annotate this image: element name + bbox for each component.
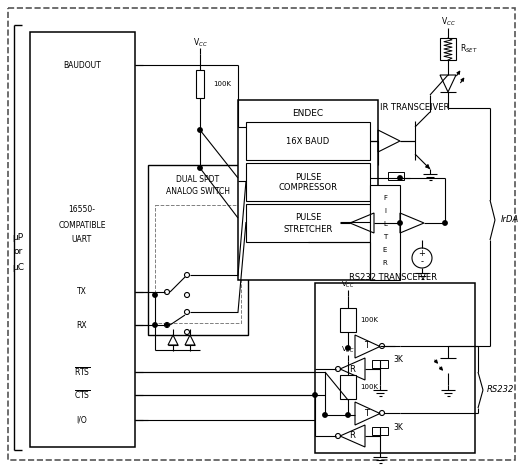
Bar [340, 375, 356, 399]
Bar [148, 165, 248, 335]
Text: T: T [364, 341, 370, 350]
Text: V$_{CC}$: V$_{CC}$ [193, 37, 207, 49]
Text: I: I [384, 208, 386, 214]
Circle shape [398, 221, 402, 225]
Circle shape [323, 413, 327, 417]
Text: BAUDOUT: BAUDOUT [63, 61, 101, 69]
Text: or: or [13, 248, 23, 257]
Text: +: + [418, 250, 425, 258]
Text: COMPATIBLE: COMPATIBLE [58, 220, 106, 229]
Bar [372, 360, 388, 368]
Bar [246, 163, 370, 201]
Circle shape [443, 221, 447, 225]
Text: COMPRESSOR: COMPRESSOR [278, 183, 338, 192]
Circle shape [198, 166, 202, 170]
Text: PULSE: PULSE [295, 213, 321, 222]
Circle shape [198, 128, 202, 132]
Text: V$_{CC}$: V$_{CC}$ [440, 16, 455, 28]
Text: R: R [349, 431, 355, 440]
Text: L: L [383, 221, 387, 227]
Bar [340, 308, 356, 332]
Text: R: R [349, 364, 355, 373]
Text: -: - [421, 257, 424, 266]
Bar [440, 38, 456, 60]
Text: RX: RX [77, 320, 87, 330]
Text: TX: TX [77, 287, 87, 296]
Bar [388, 172, 404, 180]
Text: μC: μC [12, 263, 24, 272]
Text: ANALOG SWITCH: ANALOG SWITCH [166, 188, 230, 197]
Text: STRETCHER: STRETCHER [284, 225, 333, 234]
Text: V$_{CC}$: V$_{CC}$ [341, 345, 355, 355]
Text: F: F [383, 195, 387, 201]
Text: 3K: 3K [393, 423, 403, 431]
Bar [370, 185, 400, 280]
Text: T: T [364, 408, 370, 417]
Bar [196, 70, 204, 98]
Text: I/O: I/O [77, 416, 87, 424]
Text: $\overline{\rm CTS}$: $\overline{\rm CTS}$ [74, 389, 90, 401]
Bar [238, 100, 378, 280]
Text: DUAL SPDT: DUAL SPDT [176, 175, 219, 184]
Circle shape [153, 323, 157, 327]
Text: 3K: 3K [393, 356, 403, 364]
Text: 100K: 100K [360, 317, 378, 323]
Text: UART: UART [72, 235, 92, 244]
Bar [30, 32, 135, 447]
Circle shape [346, 346, 350, 350]
Text: RS232 TRANSCEIVER: RS232 TRANSCEIVER [349, 272, 437, 281]
Bar [155, 205, 241, 323]
Text: R$_{SET}$: R$_{SET}$ [460, 43, 478, 55]
Text: ENDEC: ENDEC [292, 108, 323, 118]
Circle shape [153, 293, 157, 297]
Text: $\overline{\rm RTS}$: $\overline{\rm RTS}$ [74, 366, 90, 378]
Text: 100K: 100K [360, 384, 378, 390]
Text: 16550-: 16550- [68, 205, 96, 214]
Text: IR TRANSCEIVER: IR TRANSCEIVER [380, 104, 450, 113]
Text: μP: μP [13, 233, 24, 242]
Circle shape [313, 393, 317, 397]
Bar [246, 122, 370, 160]
Text: RS232: RS232 [486, 386, 513, 394]
Circle shape [346, 413, 350, 417]
Bar [246, 204, 370, 242]
Text: PULSE: PULSE [295, 173, 321, 182]
Text: E: E [383, 247, 387, 253]
Circle shape [398, 176, 402, 180]
Text: R: R [383, 260, 387, 266]
Text: 16X BAUD: 16X BAUD [286, 136, 330, 145]
Text: T: T [383, 234, 387, 240]
Bar [315, 283, 475, 453]
Text: IrDA: IrDA [501, 215, 519, 225]
Text: V$_{CC}$: V$_{CC}$ [341, 280, 355, 290]
Circle shape [165, 324, 169, 326]
Bar [372, 427, 388, 435]
Text: 100K: 100K [213, 81, 231, 87]
